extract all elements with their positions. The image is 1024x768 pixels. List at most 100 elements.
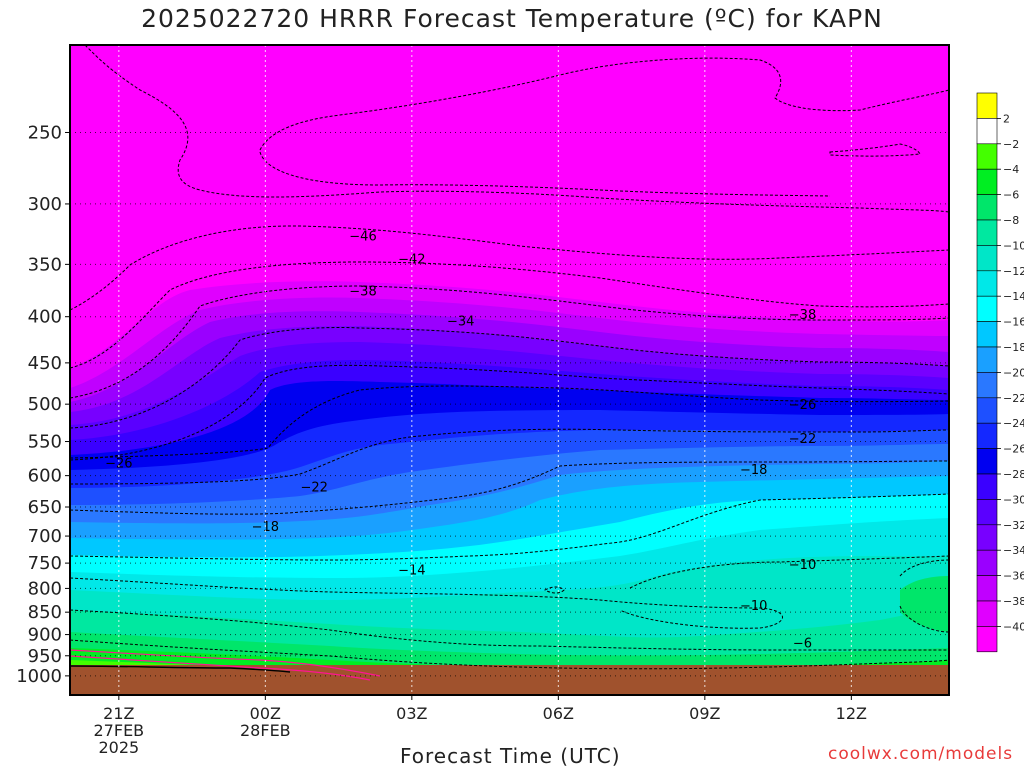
- colorbar-tick-label: −24: [1003, 417, 1024, 430]
- colorbar-swatch: [976, 118, 998, 145]
- isotherm-minus10-upper: [629, 555, 949, 589]
- y-tick-label: 500: [28, 394, 62, 415]
- isotherm-minus30: [70, 364, 949, 461]
- colorbar-swatch: [976, 549, 998, 576]
- x-tick-label: 21Z: [103, 704, 134, 723]
- colorbar-swatch: [976, 626, 998, 653]
- contour-label: −46: [349, 229, 376, 244]
- colorbar-swatch: [976, 270, 998, 297]
- zero-line-a: [70, 649, 381, 677]
- colorbar-tick-label: −36: [1003, 570, 1024, 583]
- y-axis-ticks: 2503003504004505005506006507007508008509…: [16, 122, 70, 687]
- colorbar-tick-label: −2: [1003, 138, 1019, 151]
- x-tick-label: 27FEB: [94, 721, 145, 740]
- colorbar-swatch: [976, 473, 998, 500]
- y-tick-label: 900: [28, 625, 62, 646]
- x-axis-title: Forecast Time (UTC): [400, 744, 621, 768]
- colorbar-tick-label: −22: [1003, 392, 1024, 405]
- isotherm-minus10-lower: [70, 577, 783, 629]
- contour-label: −26: [105, 456, 132, 471]
- contour-label: −18: [740, 463, 767, 478]
- colorbar-swatch: [976, 143, 998, 170]
- colorbar-swatch: [976, 194, 998, 221]
- y-tick-label: 600: [28, 466, 62, 487]
- y-tick-label: 400: [28, 307, 62, 328]
- band-warm-cells: [900, 576, 949, 632]
- colorbar-tick-label: −4: [1003, 163, 1019, 176]
- isotherm-minus50: [84, 45, 949, 213]
- contour-label: −18: [252, 520, 279, 535]
- gridlines: [70, 45, 949, 695]
- colorbar-tick-label: 2: [1003, 112, 1010, 125]
- x-tick-label: 09Z: [689, 704, 720, 723]
- y-tick-label: 300: [28, 194, 62, 215]
- contour-label: −10: [740, 599, 767, 614]
- chart-title: 2025022720 HRRR Forecast Temperature (ºC…: [141, 4, 883, 33]
- colorbar-tick-label: −18: [1003, 341, 1024, 354]
- colorbar-tick-label: −10: [1003, 239, 1024, 252]
- contour-label: −6: [793, 636, 812, 651]
- ground-surface: [70, 665, 949, 695]
- isotherm-cell-b: [543, 586, 565, 594]
- x-tick-label: 00Z: [250, 704, 281, 723]
- isotherm-minus54-b: [259, 151, 831, 197]
- contour-label: −22: [789, 432, 816, 447]
- colorbar-tick-label: −28: [1003, 468, 1024, 481]
- filled-temperature-bands: [70, 45, 949, 695]
- contour-label: −10: [789, 558, 816, 573]
- colorbar-tick-label: −40: [1003, 620, 1024, 633]
- isotherm-cell-a: [829, 143, 921, 157]
- colorbar-tick-label: −26: [1003, 443, 1024, 456]
- contour-label: −38: [349, 284, 376, 299]
- contour-label: −38: [789, 308, 816, 323]
- isotherm-minus38: [70, 285, 949, 399]
- y-tick-label: 700: [28, 526, 62, 547]
- isotherm-minus2: [70, 639, 949, 670]
- colorbar-tick-label: −14: [1003, 290, 1024, 303]
- colorbar-tick-label: −20: [1003, 366, 1024, 379]
- contour-label: −26: [789, 398, 816, 413]
- colorbar-swatch: [976, 600, 998, 627]
- isotherm-minus22: [70, 428, 949, 485]
- isotherm-minus26: [70, 385, 949, 459]
- zero-isotherms: [70, 649, 381, 681]
- zero-line-c: [70, 665, 291, 673]
- colorbar-swatch: [976, 448, 998, 475]
- x-tick-label: 2025: [98, 738, 139, 757]
- colorbar-swatch: [976, 219, 998, 246]
- colorbar-tick-label: −32: [1003, 519, 1024, 532]
- zero-line-b: [70, 655, 371, 681]
- colorbar-tick-label: −6: [1003, 189, 1019, 202]
- colorbar-tick-label: −8: [1003, 214, 1019, 227]
- colorbar-swatch: [976, 524, 998, 551]
- plot-frame: [69, 44, 950, 696]
- colorbar-swatch: [976, 295, 998, 322]
- colorbar-swatch: [976, 422, 998, 449]
- isotherm-minus14: [70, 493, 949, 561]
- x-tick-label: 06Z: [543, 704, 574, 723]
- contour-label: −34: [447, 315, 474, 330]
- colorbar: 2 −2 −4 −6 −8 −10 −12 −14 −16 −18 −20 −22 −24 −26 −28 −…: [976, 92, 1024, 653]
- colorbar-swatch: [976, 321, 998, 348]
- y-tick-label: 450: [28, 353, 62, 374]
- colorbar-tick-label: −30: [1003, 493, 1024, 506]
- contour-label: −22: [300, 481, 327, 496]
- credit-link[interactable]: coolwx.com/models: [828, 744, 1014, 764]
- colorbar-tick-label: −34: [1003, 544, 1024, 557]
- isotherm-cell-c2: [899, 605, 949, 633]
- colorbar-swatch: [976, 346, 998, 373]
- colorbar-swatch: [976, 168, 998, 195]
- colorbar-swatch: [976, 499, 998, 526]
- colorbar-tick-label: −16: [1003, 316, 1024, 329]
- colorbar-swatch: [976, 397, 998, 424]
- isotherm-minus18: [70, 460, 949, 515]
- y-tick-label: 750: [28, 553, 62, 574]
- colorbar-tick-label: −38: [1003, 595, 1024, 608]
- y-tick-label: 950: [28, 646, 62, 667]
- colorbar-swatch: [976, 372, 998, 399]
- x-tick-label: 03Z: [396, 704, 427, 723]
- isotherm-contours: [70, 45, 949, 670]
- colorbar-swatch: [976, 245, 998, 272]
